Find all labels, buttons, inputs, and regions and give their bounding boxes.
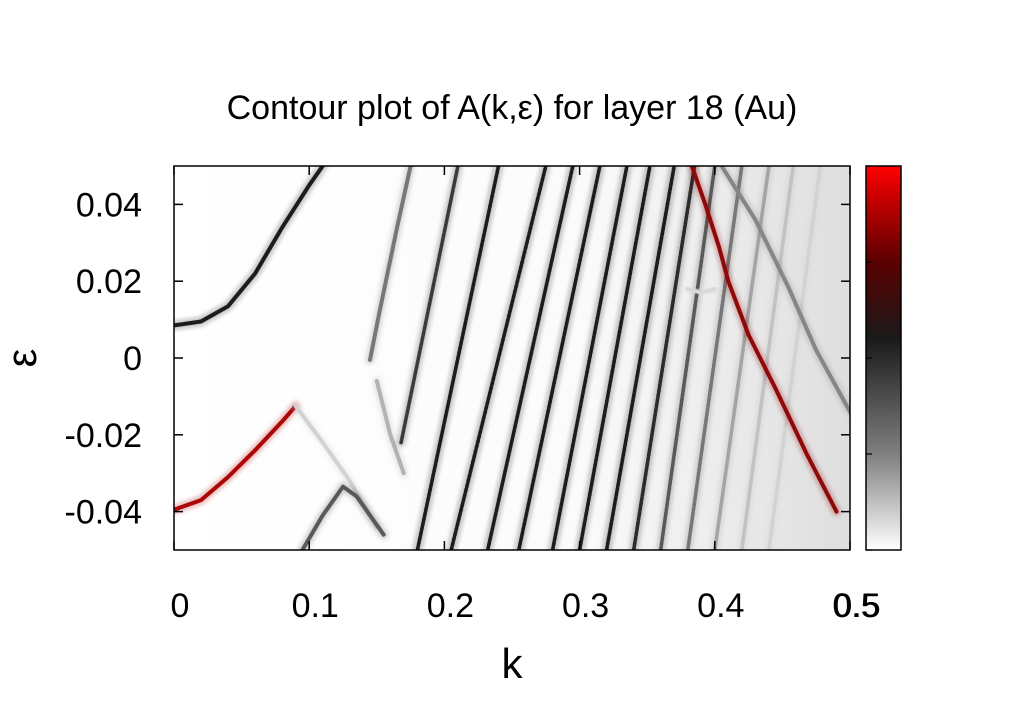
band-18 — [740, 166, 795, 550]
band-13 — [604, 166, 676, 550]
x-axis: 0 0.1 0.2 0.3 0.4 0.5 — [171, 166, 880, 625]
x-tick-label: 0.5 — [832, 587, 879, 625]
x-tick-label: 0.4 — [697, 587, 744, 625]
x-tick-label: 0.3 — [562, 587, 609, 625]
chart-title: Contour plot of A(k,ε) for layer 18 (Au) — [227, 89, 798, 127]
y-tick-label: -0.04 — [65, 494, 143, 532]
band-15 — [658, 166, 717, 550]
band-12 — [577, 166, 652, 550]
x-axis-label: k — [502, 640, 524, 687]
x-tick-label: 0.2 — [427, 587, 474, 625]
band-8 — [449, 166, 548, 550]
y-axis-label: ε — [0, 349, 45, 368]
band-4 — [368, 166, 413, 362]
band-16 — [686, 166, 744, 550]
band-22 — [685, 286, 717, 295]
band-19 — [767, 166, 823, 550]
y-tick-label: 0.04 — [76, 186, 142, 224]
spectral-bands — [174, 166, 850, 550]
band-1 — [174, 404, 298, 512]
band-11 — [550, 166, 629, 550]
y-axis: -0.04 -0.02 0 0.02 0.04 — [65, 186, 850, 532]
band-21 — [719, 166, 850, 414]
colorbar-max-label: 0.5 — [833, 587, 880, 625]
y-tick-label: 0 — [123, 340, 142, 378]
band-0 — [174, 166, 325, 328]
band-20 — [689, 166, 839, 514]
x-tick-label: 0.1 — [292, 587, 339, 625]
plot-area — [173, 165, 851, 551]
band-7 — [415, 166, 501, 550]
band-3 — [300, 484, 386, 550]
colorbar-ticks — [866, 165, 872, 551]
y-tick-label: -0.02 — [65, 417, 143, 455]
band-10 — [517, 166, 602, 550]
band-14 — [631, 166, 697, 550]
colorbar: 0.5 — [833, 165, 902, 625]
y-tick-label: 0.02 — [76, 263, 142, 301]
band-9 — [485, 166, 575, 550]
x-tick-label: 0 — [171, 587, 190, 625]
band-6 — [399, 166, 460, 445]
band-5 — [374, 379, 406, 476]
